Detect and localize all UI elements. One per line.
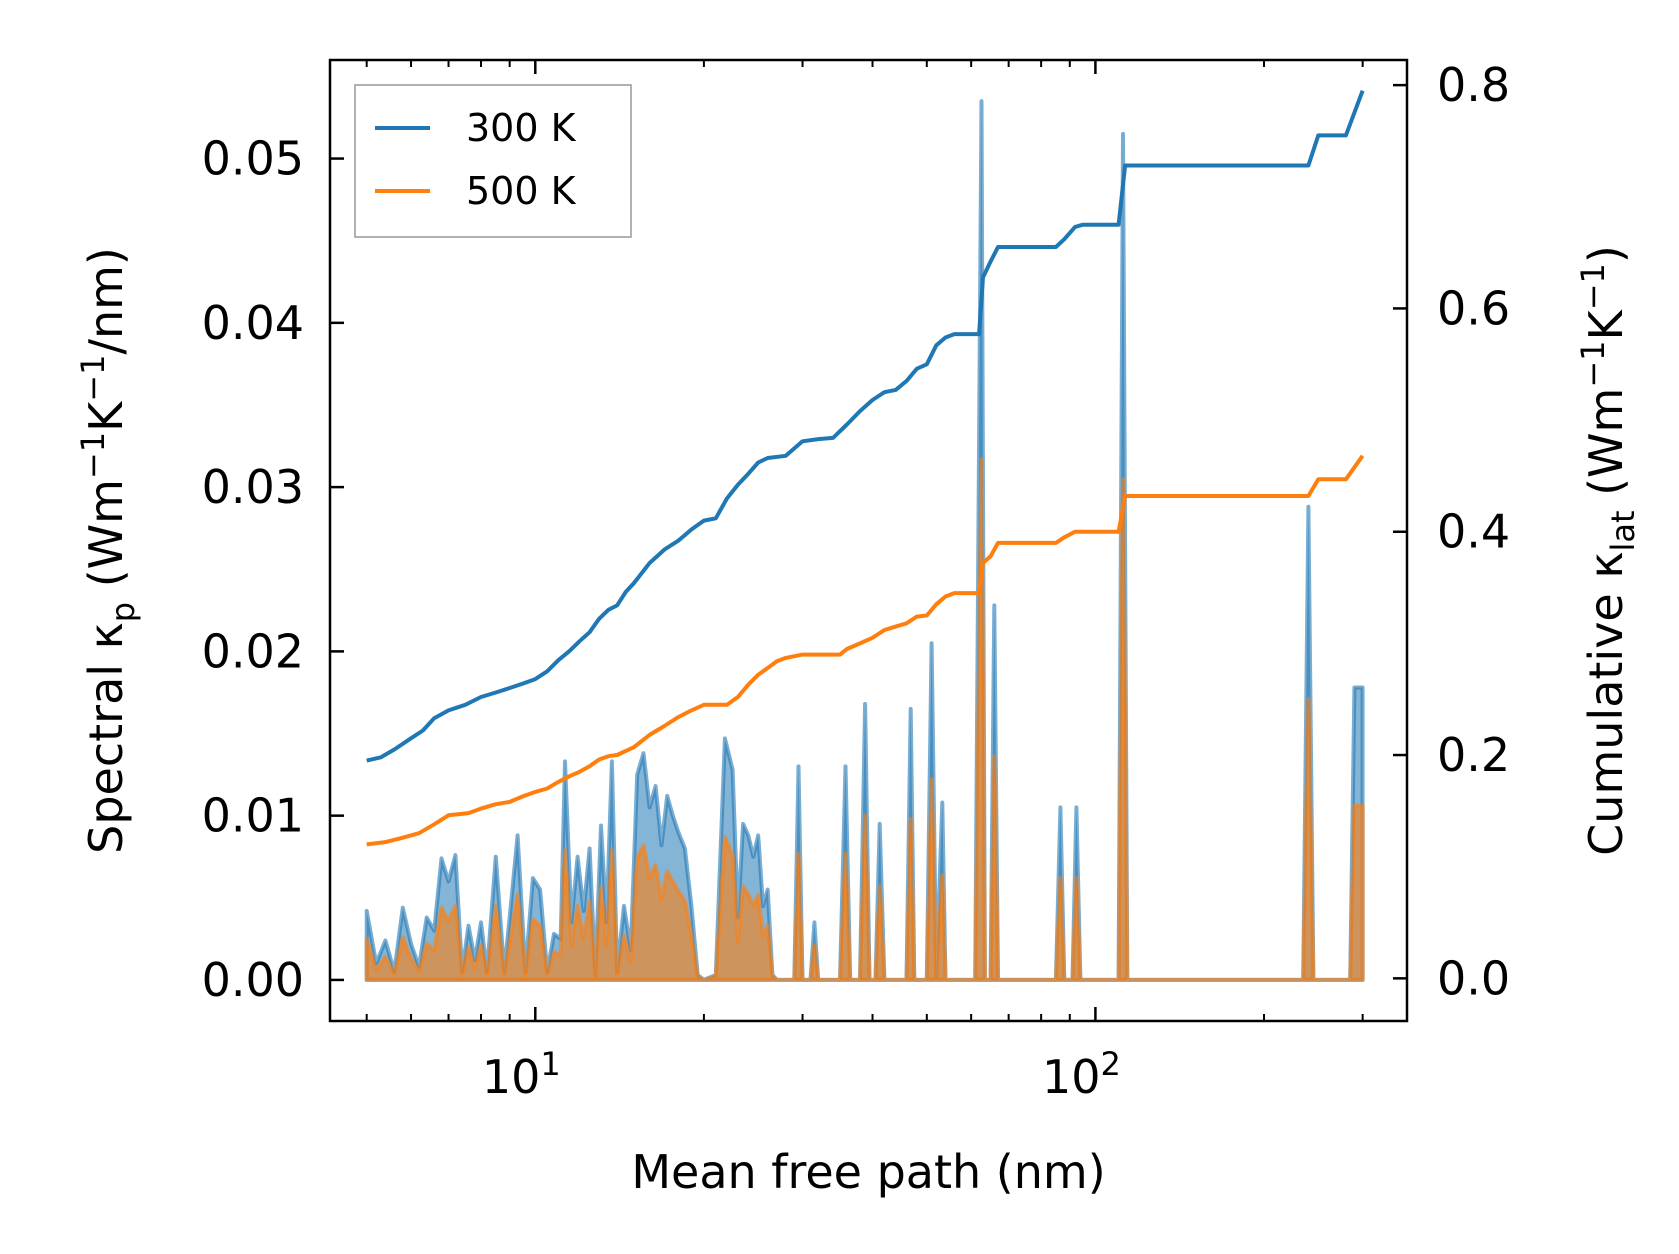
axis-labels-layer: Mean free path (nm) Spectral κp (Wm−1K−1/… xyxy=(74,245,1642,1199)
ticks-layer: 101 102 0.00 0.01 0.02 0.03 0.04 0.05 0.0 0.2 0.4 0… xyxy=(202,58,1511,1104)
y-right-tick-label: 0.4 xyxy=(1437,505,1510,559)
y-right-tick-label: 0.2 xyxy=(1437,728,1510,782)
y-left-axis-label: Spectral κp (Wm−1K−1/nm) xyxy=(74,247,142,854)
legend-box xyxy=(354,84,632,238)
y-left-tick-label: 0.03 xyxy=(202,460,304,514)
y-left-tick-label: 0.01 xyxy=(202,789,304,843)
plot-frame xyxy=(328,58,1409,1023)
spectral-area-layer xyxy=(364,99,1365,982)
cumulative-line-300k xyxy=(366,90,1365,763)
spectral-area-500k xyxy=(364,457,1365,982)
y-left-tick-label: 0.00 xyxy=(202,953,304,1007)
y-right-tick-label: 0.8 xyxy=(1437,58,1510,112)
y-right-tick-label: 0.6 xyxy=(1437,281,1510,335)
y-right-tick-label: 0.0 xyxy=(1437,951,1510,1005)
cumulative-line-500k xyxy=(366,454,1365,847)
x-tick-label: 102 xyxy=(1042,1045,1121,1104)
cumulative-line-layer xyxy=(366,90,1365,847)
y-right-axis-label: Cumulative κlat (Wm−1K−1) xyxy=(1574,245,1642,856)
legend: 300 K 500 K xyxy=(354,84,632,238)
y-left-tick-label: 0.05 xyxy=(202,132,304,186)
legend-label: 300 K xyxy=(466,106,577,150)
legend-label: 500 K xyxy=(466,169,577,213)
y-left-tick-label: 0.04 xyxy=(202,296,304,350)
spectral-area-300k xyxy=(364,99,1365,982)
y-left-tick-label: 0.02 xyxy=(202,624,304,678)
x-tick-label: 101 xyxy=(482,1045,561,1104)
x-axis-label: Mean free path (nm) xyxy=(631,1145,1105,1199)
